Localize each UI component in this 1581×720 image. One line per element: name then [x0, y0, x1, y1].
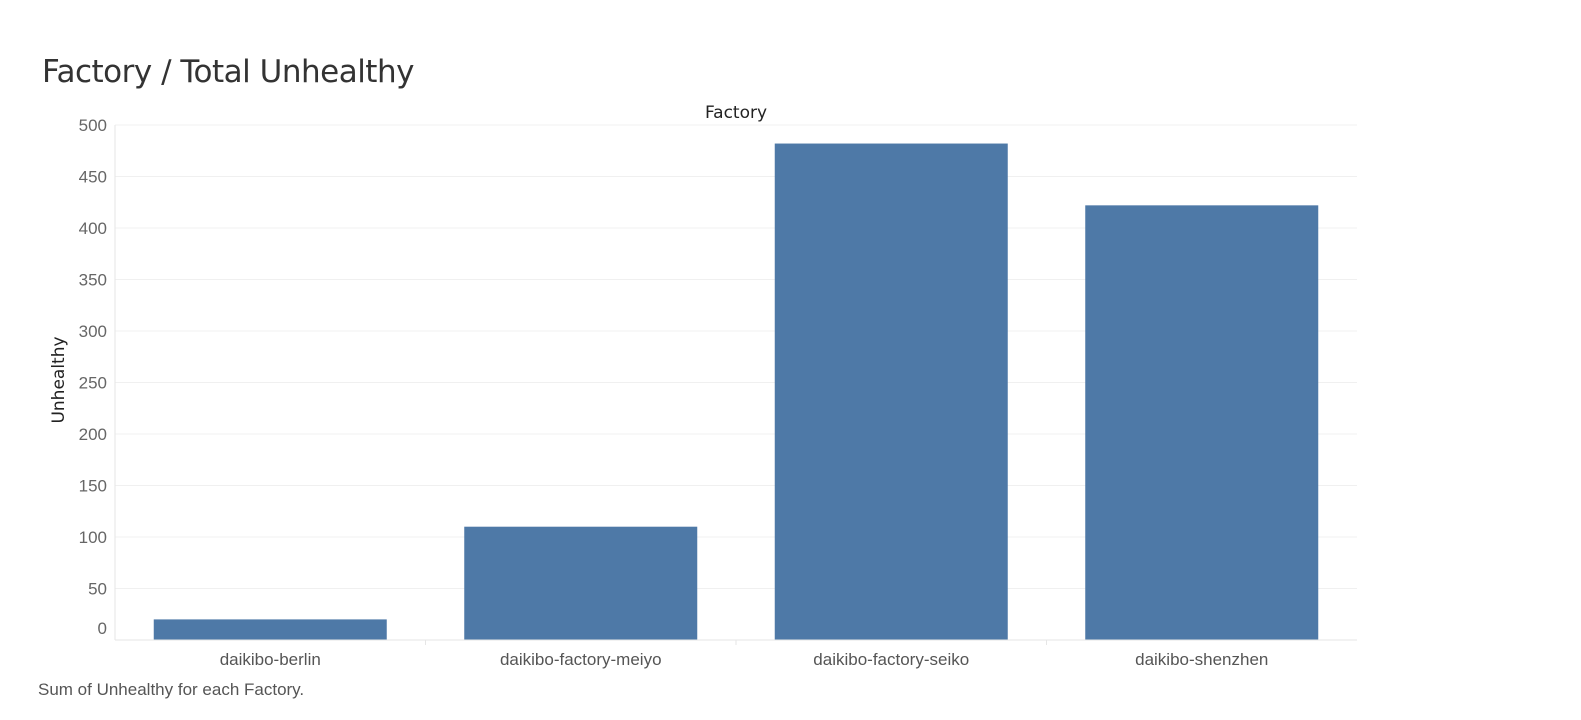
y-tick-label: 50 [88, 580, 107, 599]
y-tick-label: 450 [79, 168, 107, 187]
axes: 0 50 100 150 200 250 300 350 400 450 500 daikibo-be… [79, 116, 1357, 669]
bar-daikibo-shenzhen [1085, 205, 1319, 640]
chart-caption: Sum of Unhealthy for each Factory. [38, 680, 305, 699]
y-tick-label: 0 [98, 619, 107, 638]
y-tick-label: 250 [79, 374, 107, 393]
y-tick-label: 500 [79, 116, 107, 135]
x-category-label: daikibo-berlin [220, 650, 321, 669]
y-tick-label: 400 [79, 219, 107, 238]
chart-title: Factory / Total Unhealthy [42, 54, 414, 90]
bar-daikibo-factory-seiko [774, 143, 1008, 641]
bar-daikibo-berlin [153, 619, 387, 640]
y-tick-label: 300 [79, 322, 107, 341]
bar-daikibo-factory-meiyo [464, 526, 698, 640]
x-category-label: daikibo-factory-meiyo [500, 650, 662, 669]
y-axis-title: Unhealthy [49, 336, 69, 423]
y-tick-label: 100 [79, 528, 107, 547]
x-category-label: daikibo-factory-seiko [813, 650, 969, 669]
y-tick-label: 150 [79, 477, 107, 496]
bars [153, 143, 1319, 641]
y-tick-label: 350 [79, 271, 107, 290]
x-axis-title: Factory [705, 103, 767, 123]
x-category-label: daikibo-shenzhen [1135, 650, 1268, 669]
y-tick-label: 200 [79, 425, 107, 444]
